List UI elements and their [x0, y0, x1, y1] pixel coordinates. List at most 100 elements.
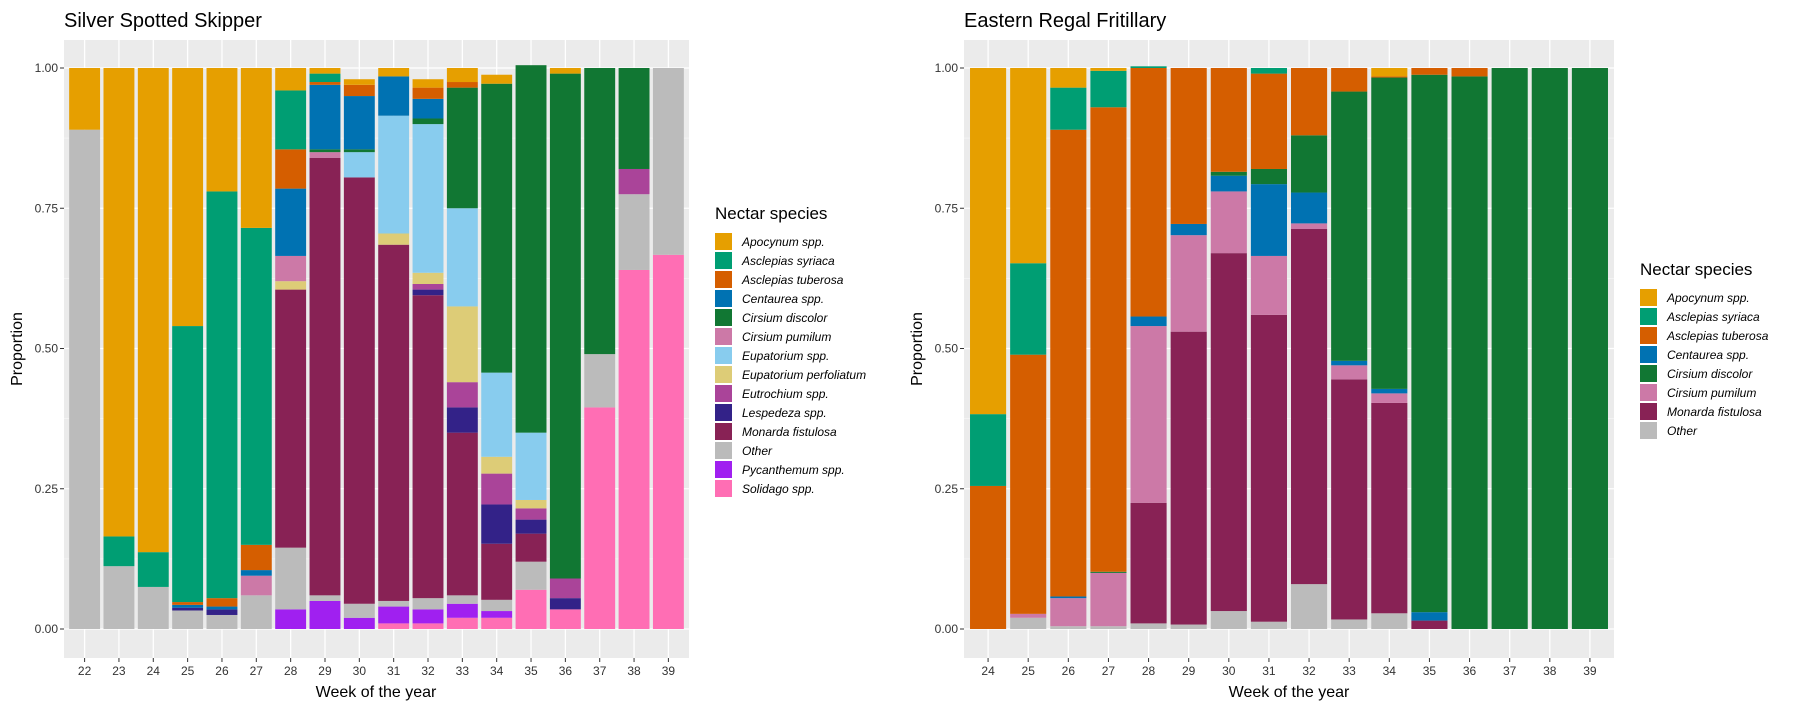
x-tick-label: 37: [593, 664, 607, 678]
bar-segment: Monarda fistulosa — 29: 0.78: [309, 157, 341, 596]
y-tick-label: 0.00: [35, 622, 59, 636]
y-tick-label: 0.50: [35, 342, 59, 356]
bar-segment: Apocynum spp. — 29: 0.01: [309, 68, 341, 74]
x-tick-label: 31: [387, 664, 401, 678]
legend-label: Cirsium discolor: [1667, 367, 1753, 381]
plot-left: Other — 22: 0.89Apocynum spp. — 22: 0.11…: [35, 40, 689, 678]
bar-segment: Monarda fistulosa — 33: 0.428: [1331, 379, 1368, 620]
bar-segment: Lespedeza spp. — 35: 0.025: [515, 519, 547, 534]
legend-left: Nectar species Apocynum spp. Asclepias syr…: [715, 204, 866, 497]
bar-segment: Asclepias tuberosa — 33: 0.01: [446, 82, 478, 88]
bar-segment: Pycanthemum spp. — 34: 0.012: [481, 611, 513, 618]
bar-segment: Asclepias tuberosa — 26: 0.832: [1050, 129, 1087, 597]
bar-segment: Asclepias tuberosa — 35: 0.012: [1411, 68, 1448, 75]
bar-segment: Centaurea spp. — 27: 0.01: [240, 570, 272, 576]
bar-segment: Asclepias tuberosa — 27: 0.828: [1090, 107, 1127, 572]
bar-segment: Centaurea spp. — 29: 0.115: [309, 84, 341, 150]
bar-segment: Other — 22: 0.89: [69, 129, 101, 629]
bar-segment: Asclepias tuberosa — 32: 0.02: [412, 87, 444, 99]
x-tick-label: 30: [1222, 664, 1236, 678]
x-tick-label: 30: [353, 664, 367, 678]
x-tick-label: 27: [250, 664, 264, 678]
bar-segment: Apocynum spp. — 26: 0.22: [206, 68, 238, 192]
y-axis-label-right: Proportion: [909, 312, 926, 386]
y-axis-label-left: Proportion: [9, 312, 26, 386]
bar-segment: Lespedeza spp. — 36: 0.02: [549, 598, 581, 610]
legend-swatch: [715, 252, 732, 269]
bar-segment: Cirsium pumilum — 28: 0.045: [275, 255, 307, 282]
legend-label: Centaurea spp.: [742, 292, 824, 306]
bar-segment: Solidago spp. — 33: 0.02: [446, 617, 478, 629]
x-tick-label: 25: [181, 664, 195, 678]
legend-swatch: [1640, 327, 1657, 344]
bar-segment: Apocynum spp. — 36: 0.01: [549, 68, 581, 74]
bar-segment: Monarda fistulosa — 34: 0.1: [481, 543, 513, 600]
bar-segment: Monarda fistulosa — 30: 0.76: [343, 177, 375, 604]
bar-segment: Asclepias tuberosa — 33: 0.042: [1331, 68, 1368, 92]
bar-segment: Other — 27: 0.005: [1090, 626, 1127, 629]
bar-segment: Asclepias syriaca — 29: 0.015: [309, 73, 341, 83]
bar-segment: Asclepias syriaca — 24: 0.062: [137, 552, 169, 587]
bar-segment: Pycanthemum spp. — 31: 0.03: [378, 606, 410, 624]
bar-segment: Cirsium discolor — 39: 1: [1571, 68, 1608, 629]
bar-segment: Apocynum spp. — 23: 0.835: [103, 68, 135, 537]
bar-segment: Centaurea spp. — 28: 0.12: [275, 188, 307, 256]
bar-segment: Asclepias tuberosa — 30: 0.185: [1210, 68, 1247, 172]
x-axis-label-right: Week of the year: [1229, 684, 1350, 701]
bar-segment: Eupatorium perfoliatum — 35: 0.015: [515, 499, 547, 509]
bar-segment: Cirsium pumilum — 33: 0.025: [1331, 365, 1368, 380]
bar-segment: Other — 28: 0.01: [1130, 623, 1167, 629]
bar-segment: Centaurea spp. — 31: 0.07: [378, 76, 410, 116]
legend-swatch: [715, 442, 732, 459]
bar-segment: Other — 26: 0.005: [1050, 626, 1087, 629]
bar-segment: Eupatorium perfoliatum — 28: 0.015: [275, 281, 307, 290]
bar-segment: Apocynum spp. — 24: 0.617: [970, 68, 1007, 415]
legend-label: Eupatorium perfoliatum: [742, 368, 866, 382]
bar-segment: Apocynum spp. — 24: 0.863: [137, 68, 169, 553]
x-tick-label: 37: [1503, 664, 1517, 678]
legend-swatch: [715, 461, 732, 478]
bar-segment: Asclepias tuberosa — 34: 0.002: [1371, 76, 1408, 78]
legend-swatch: [1640, 384, 1657, 401]
bar-segment: Apocynum spp. — 31: 0.015: [378, 68, 410, 77]
bar-segment: Asclepias syriaca — 25: 0.163: [1010, 263, 1047, 355]
legend-label: Cirsium discolor: [742, 311, 828, 325]
bar-segment: Cirsium pumilum — 31: 0.105: [1250, 255, 1287, 315]
bar-segment: Other — 33: 0.017: [1331, 619, 1368, 629]
bar-segment: Eupatorium perfoliatum — 33: 0.135: [446, 306, 478, 383]
x-tick-label: 34: [490, 664, 504, 678]
legend-label: Asclepias syriaca: [1666, 310, 1760, 324]
legend-swatch: [1640, 365, 1657, 382]
bar-segment: Centaurea spp. — 34: 0.008: [1371, 388, 1408, 394]
bar-segment: Cirsium discolor — 32: 0.102: [1291, 135, 1328, 193]
x-tick-label: 23: [112, 664, 126, 678]
legend-right: Nectar species Apocynum spp. Asclepias syr…: [1640, 260, 1769, 439]
bar-segment: Asclepias tuberosa — 31: 0.17: [1250, 73, 1287, 169]
legend-swatch: [715, 309, 732, 326]
x-tick-label: 35: [1423, 664, 1437, 678]
bar-segment: Asclepias tuberosa — 29: 0.278: [1170, 68, 1207, 224]
bar-segment: Cirsium discolor — 38: 0.18: [618, 68, 650, 169]
legend-swatch: [1640, 403, 1657, 420]
bar-segment: Pycanthemum spp. — 33: 0.025: [446, 603, 478, 618]
y-tick-label: 0.75: [35, 201, 59, 215]
bar-segment: Other — 33: 0.015: [446, 595, 478, 604]
legend-label: Cirsium pumilum: [1667, 386, 1756, 400]
x-tick-label: 39: [662, 664, 676, 678]
bar-segment: Solidago spp. — 35: 0.07: [515, 589, 547, 629]
y-tick-label: 0.25: [935, 482, 959, 496]
bar-segment: Centaurea spp. — 26: 0.003: [1050, 596, 1087, 599]
bar-segment: Eupatorium spp. — 33: 0.175: [446, 208, 478, 307]
y-tick-label: 0.25: [35, 482, 59, 496]
legend-swatch: [1640, 422, 1657, 439]
bar-segment: Monarda fistulosa — 35: 0.015: [1411, 620, 1448, 629]
bar-segment: Apocynum spp. — 27: 0.285: [240, 68, 272, 228]
bar-segment: Asclepias tuberosa — 26: 0.015: [206, 598, 238, 607]
y-tick-label: 0.75: [935, 201, 959, 215]
bar-segment: Asclepias tuberosa — 28: 0.07: [275, 149, 307, 189]
bar-segment: Solidago spp. — 38: 0.64: [618, 269, 650, 629]
bar-segment: Pycanthemum spp. — 32: 0.025: [412, 609, 444, 624]
bar-segment: Cirsium discolor — 30: 0.005: [343, 149, 375, 153]
bar-segment: Apocynum spp. — 30: 0.01: [343, 79, 375, 85]
